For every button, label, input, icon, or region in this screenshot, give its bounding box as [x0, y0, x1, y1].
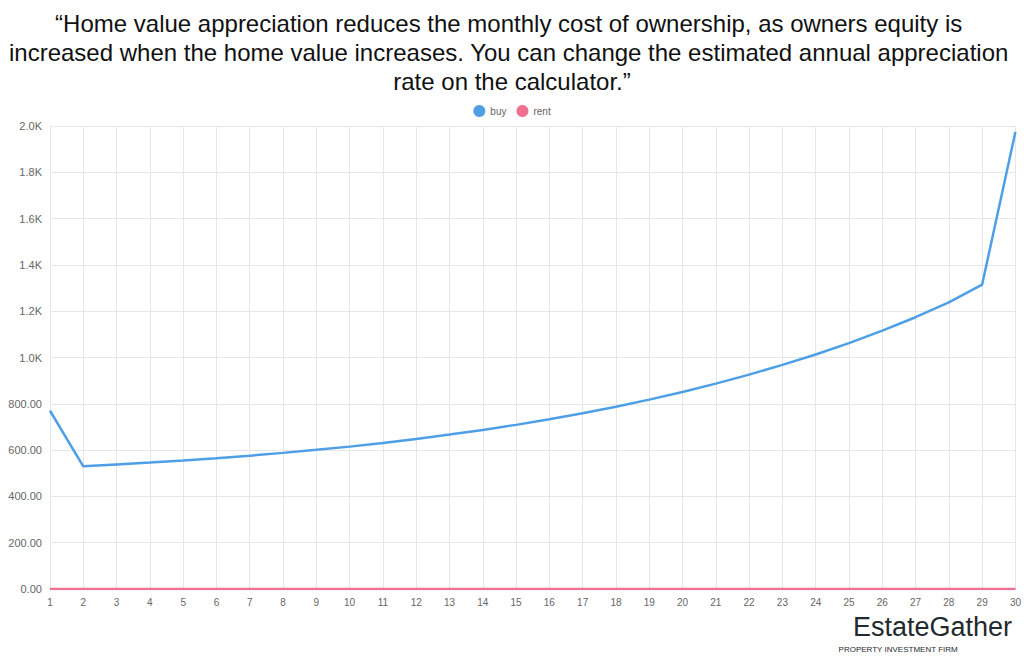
svg-text:1.2K: 1.2K [19, 305, 42, 317]
svg-text:22: 22 [744, 597, 756, 608]
svg-text:EstateGather: EstateGather [853, 612, 1012, 642]
svg-text:buy: buy [490, 106, 506, 117]
svg-text:rent: rent [533, 106, 550, 117]
svg-text:12: 12 [411, 597, 423, 608]
svg-text:26: 26 [877, 597, 889, 608]
svg-text:19: 19 [644, 597, 656, 608]
svg-text:8: 8 [280, 597, 286, 608]
svg-text:1.4K: 1.4K [19, 259, 42, 271]
svg-text:4: 4 [147, 597, 153, 608]
svg-text:600.00: 600.00 [8, 444, 42, 456]
svg-text:14: 14 [477, 597, 489, 608]
svg-text:11: 11 [378, 597, 389, 608]
svg-text:20: 20 [677, 597, 689, 608]
svg-text:23: 23 [777, 597, 789, 608]
svg-text:13: 13 [444, 597, 456, 608]
svg-text:24: 24 [810, 597, 822, 608]
svg-text:27: 27 [910, 597, 922, 608]
svg-text:25: 25 [843, 597, 855, 608]
svg-text:1: 1 [47, 597, 53, 608]
svg-text:6: 6 [214, 597, 220, 608]
svg-text:200.00: 200.00 [8, 537, 42, 549]
svg-text:17: 17 [577, 597, 589, 608]
svg-text:21: 21 [710, 597, 722, 608]
svg-text:1.0K: 1.0K [19, 352, 42, 364]
svg-text:5: 5 [180, 597, 186, 608]
svg-text:16: 16 [544, 597, 556, 608]
svg-text:800.00: 800.00 [8, 398, 42, 410]
svg-text:PROPERTY INVESTMENT FIRM: PROPERTY INVESTMENT FIRM [839, 645, 958, 654]
svg-text:0.00: 0.00 [21, 583, 42, 595]
svg-text:9: 9 [314, 597, 320, 608]
svg-text:1.6K: 1.6K [19, 213, 42, 225]
svg-text:29: 29 [977, 597, 989, 608]
svg-text:10: 10 [344, 597, 356, 608]
svg-text:7: 7 [247, 597, 253, 608]
svg-text:400.00: 400.00 [8, 490, 42, 502]
svg-text:2: 2 [81, 597, 87, 608]
svg-text:2.0K: 2.0K [19, 120, 42, 132]
svg-text:1.8K: 1.8K [19, 166, 42, 178]
svg-text:30: 30 [1010, 597, 1022, 608]
svg-text:3: 3 [114, 597, 120, 608]
svg-text:“Home value appreciation reduc: “Home value appreciation reduces the mon… [55, 10, 969, 37]
svg-text:increased when the home value: increased when the home value increases.… [9, 39, 1015, 66]
svg-text:18: 18 [610, 597, 622, 608]
svg-text:rate on the calculator.”: rate on the calculator.” [393, 68, 630, 95]
svg-text:28: 28 [943, 597, 955, 608]
svg-text:15: 15 [511, 597, 523, 608]
